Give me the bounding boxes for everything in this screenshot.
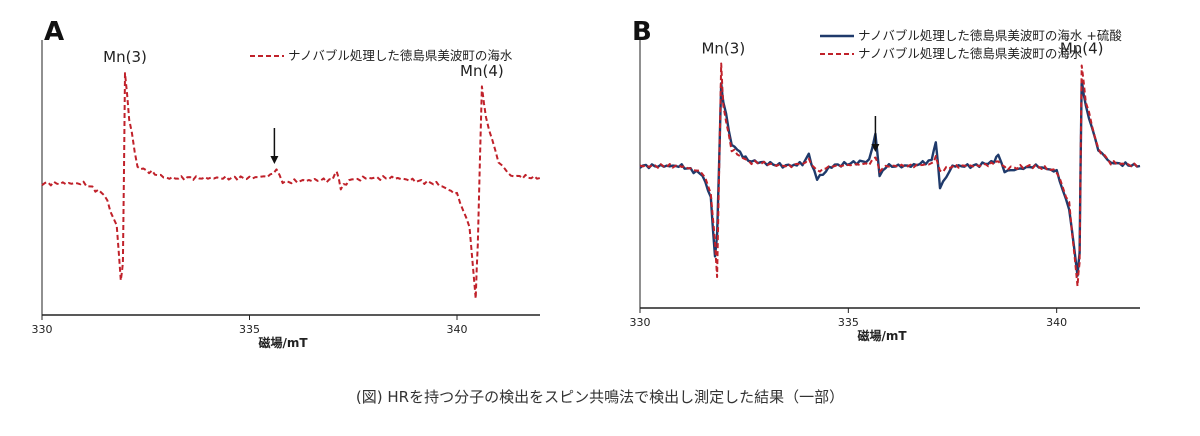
- legend-entry: ナノバブル処理した徳島県美波町の海水: [288, 48, 513, 63]
- legend-entry: ナノバブル処理した徳島県美波町の海水 +硫酸: [858, 28, 1122, 43]
- x-axis-label: 磁場/mT: [257, 335, 308, 350]
- panel-a-chart: A 330 335 340 磁場/mT ナノバブル処理した徳島県美波町の海水 Mn(3) Mn…: [32, 17, 541, 350]
- peak-label-mn3: Mn(3): [103, 48, 147, 66]
- x-axis-label: 磁場/mT: [856, 328, 907, 343]
- panel-letter: A: [44, 17, 64, 47]
- x-tick-label: 340: [1046, 316, 1067, 329]
- x-tick-label: 330: [630, 316, 651, 329]
- series-line-1: [41, 72, 541, 300]
- series-line-2: [639, 62, 1141, 288]
- peak-label-mn4: Mn(4): [460, 62, 504, 80]
- legend-entry: ナノバブル処理した徳島県美波町の海水: [858, 46, 1083, 61]
- figure-caption: (図) HRを持つ分子の検出をスピン共鳴法で検出し測定した結果（一部）: [355, 388, 845, 406]
- peak-label-mn4: Mn(4): [1060, 39, 1104, 57]
- arrow-head: [270, 156, 279, 164]
- panel-b-chart: B 330 335 340 磁場/mT ナノバブル処理した徳島県美波町の海水 +硫酸ナノバ…: [630, 17, 1141, 343]
- peak-label-mn3: Mn(3): [701, 39, 745, 57]
- panel-letter: B: [632, 17, 652, 47]
- x-tick-label: 335: [239, 323, 260, 336]
- x-tick-label: 340: [447, 323, 468, 336]
- x-tick-label: 335: [838, 316, 859, 329]
- arrow-head: [871, 144, 880, 152]
- x-tick-label: 330: [32, 323, 53, 336]
